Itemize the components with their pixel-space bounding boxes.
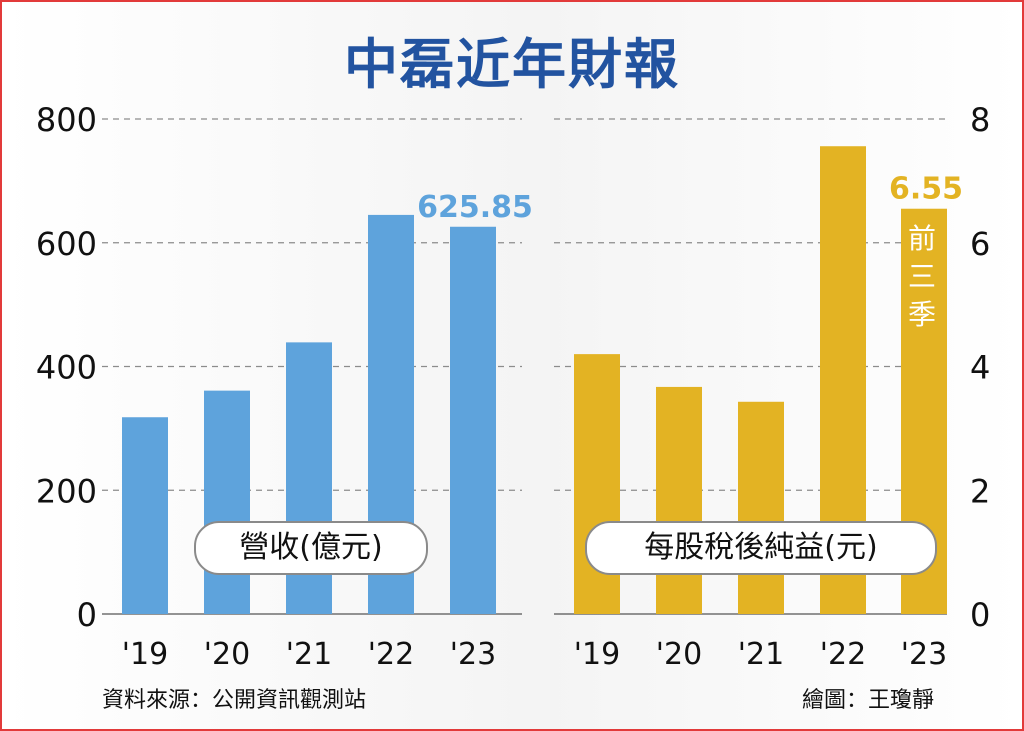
source-note: 資料來源：公開資訊觀測站 [102,688,367,713]
eps-note-char: 三 [907,260,936,293]
eps-xtick-label: '19 [574,637,620,672]
eps-xtick-label: '21 [738,637,784,672]
revenue-bar [204,390,250,614]
eps-ytick-label: 4 [970,349,990,387]
revenue-ytick-label: 0 [77,596,97,634]
eps-xtick-label: '23 [901,637,947,672]
revenue-xtick-label: '22 [368,637,414,672]
revenue-xtick-label: '23 [450,637,496,672]
eps-bar [656,386,702,614]
eps-bar [738,401,784,614]
eps-ytick-label: 2 [970,472,990,510]
revenue-legend-pill: 營收(億元) [194,521,428,575]
eps-ytick-label: 8 [970,101,990,139]
eps-legend-pill: 每股稅後純益(元) [585,521,937,575]
revenue-xtick-label: '21 [286,637,332,672]
eps-xtick-label: '22 [820,637,866,672]
eps-bar [574,354,620,614]
revenue-bar [122,417,168,614]
revenue-ytick-label: 400 [36,349,97,387]
revenue-data-label: 625.85 [417,190,533,225]
eps-ytick-label: 6 [970,225,990,263]
eps-data-label: 6.55 [889,172,963,207]
eps-note-char: 季 [907,298,936,331]
eps-2023-note: 前三季 [907,220,937,334]
eps-ytick-label: 0 [970,596,990,634]
revenue-ytick-label: 200 [36,472,97,510]
revenue-xtick-label: '19 [122,637,168,672]
left-panel-background [2,2,536,729]
revenue-bar [450,226,496,614]
revenue-ytick-label: 800 [36,101,97,139]
revenue-xtick-label: '20 [204,637,250,672]
credit-note: 繪圖：王瓊靜 [802,688,935,713]
eps-note-char: 前 [907,222,936,255]
revenue-ytick-label: 600 [36,225,97,263]
eps-xtick-label: '20 [656,637,702,672]
chart-title: 中磊近年財報 [344,33,680,96]
